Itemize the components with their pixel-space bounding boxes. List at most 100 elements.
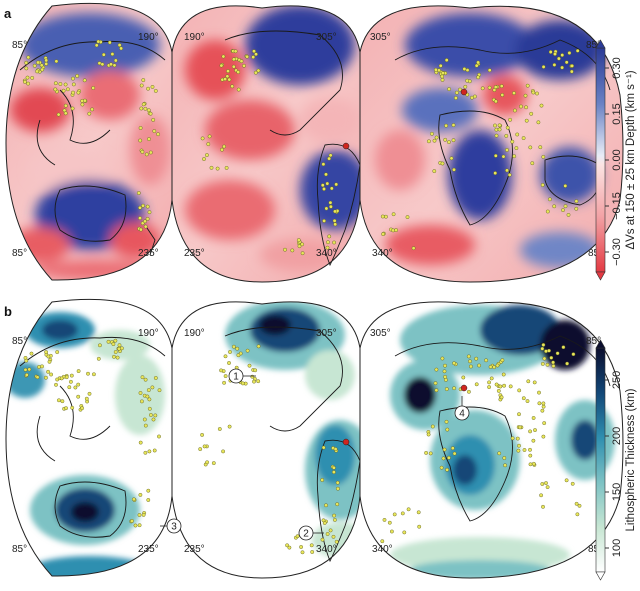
hotspot-dot [499,395,504,400]
hotspot-dot [151,417,156,422]
hotspot-dot [574,206,579,211]
hotspot-dot [474,356,479,361]
hotspot-dot [411,246,416,251]
hotspot-dot [394,228,398,233]
hotspot-dot [561,208,565,213]
hotspot-dot [107,40,112,45]
reference-marker [460,384,468,392]
hotspot-dot [227,361,231,365]
hotspot-dot [335,480,340,485]
hotspot-dot [58,82,63,86]
hotspot-dot [145,216,150,221]
hotspot-dot [54,382,58,387]
hotspot-dot [331,534,336,539]
panel-b-lon-label: 305° [370,328,391,339]
hotspot-dot [150,385,155,390]
hotspot-dot [528,447,532,452]
hotspot-dot [153,376,158,380]
hotspot-dot [69,373,74,378]
hotspot-dot [143,450,148,455]
hotspot-dot [296,238,301,243]
hotspot-dot [300,251,305,256]
hotspot-dot [495,363,500,368]
hotspot-dot [439,465,444,470]
hotspot-dot [204,153,209,158]
hotspot-dot [430,424,435,429]
hotspot-dot [432,138,437,143]
hotspot-dot [106,339,111,344]
hotspot-dot [502,383,506,388]
hotspot-dot [526,379,531,384]
hotspot-dot [332,518,337,522]
hotspot-dot [574,501,579,506]
hotspot-dot [141,513,146,517]
hotspot-dot [146,388,151,392]
hotspot-dot [545,362,550,367]
hotspot-dot [76,394,81,399]
hotspot-dot [236,353,241,358]
hotspot-dot [71,90,75,95]
hotspot-dot [452,451,457,456]
colorbar-min-arrow [595,271,606,281]
hotspot-dot [380,539,385,544]
hotspot-dot [297,244,302,249]
hotspot-dot [474,382,479,387]
hotspot-dot [152,129,157,134]
hotspot-dot [335,502,340,507]
hotspot-dot [493,99,498,104]
hotspot-dot [139,83,144,88]
hotspot-dot [570,481,575,486]
hotspot-dot [333,209,337,214]
panel-b-lobe-1 [6,299,172,577]
hotspot-dot [140,149,145,154]
hotspot-dot [35,375,40,380]
hotspot-dot [493,171,498,176]
hotspot-dot [551,360,555,365]
hotspot-dot [531,416,536,420]
panel-b-lon-label: 190° [138,328,159,339]
hotspot-dot [400,511,405,516]
hotspot-dot [463,84,468,89]
hotspot-dot [245,348,250,353]
hotspot-dot [332,513,336,518]
hotspot-dot [429,131,434,136]
hotspot-dot [90,107,95,112]
hotspot-dot [144,152,149,157]
hotspot-dot [54,59,59,64]
hotspot-dot [46,369,50,374]
hotspot-dot [539,493,543,498]
hotspot-dot [137,513,142,517]
hotspot-dot [564,478,569,483]
hotspot-dot [219,63,224,68]
hotspot-dot [44,350,48,354]
hotspot-dot [484,358,488,363]
hotspot-dot [503,463,507,468]
hotspot-dot [504,133,509,138]
colorbar-tick-label: −0.30 [611,238,623,266]
hotspot-dot [136,191,141,195]
hotspot-dot [60,399,65,404]
hotspot-dot [25,75,30,80]
hotspot-dot [70,106,75,111]
hotspot-dot [53,87,58,92]
hotspot-dot [242,63,246,68]
panel-a-lat-label: 85° [588,248,603,259]
hotspot-dot [468,359,472,364]
hotspot-dot [247,363,252,368]
hotspot-dot [533,428,537,432]
panel-b-lon-label: 340° [372,544,393,555]
hotspot-dot [561,345,566,350]
panel-a-hotspot-dots [22,39,580,256]
panel-b-lon-label: 305° [316,328,337,339]
hotspot-dot [447,87,451,92]
hotspot-dot [138,205,142,210]
hotspot-dot [231,344,236,349]
hotspot-dot [494,133,499,138]
callout-3: 3 [160,518,182,534]
hotspot-dot [141,203,145,208]
hotspot-dot [389,529,394,534]
hotspot-dot [231,57,236,62]
hotspot-dot [451,123,456,128]
hotspot-dot [100,62,105,67]
hotspot-dot [117,343,122,348]
